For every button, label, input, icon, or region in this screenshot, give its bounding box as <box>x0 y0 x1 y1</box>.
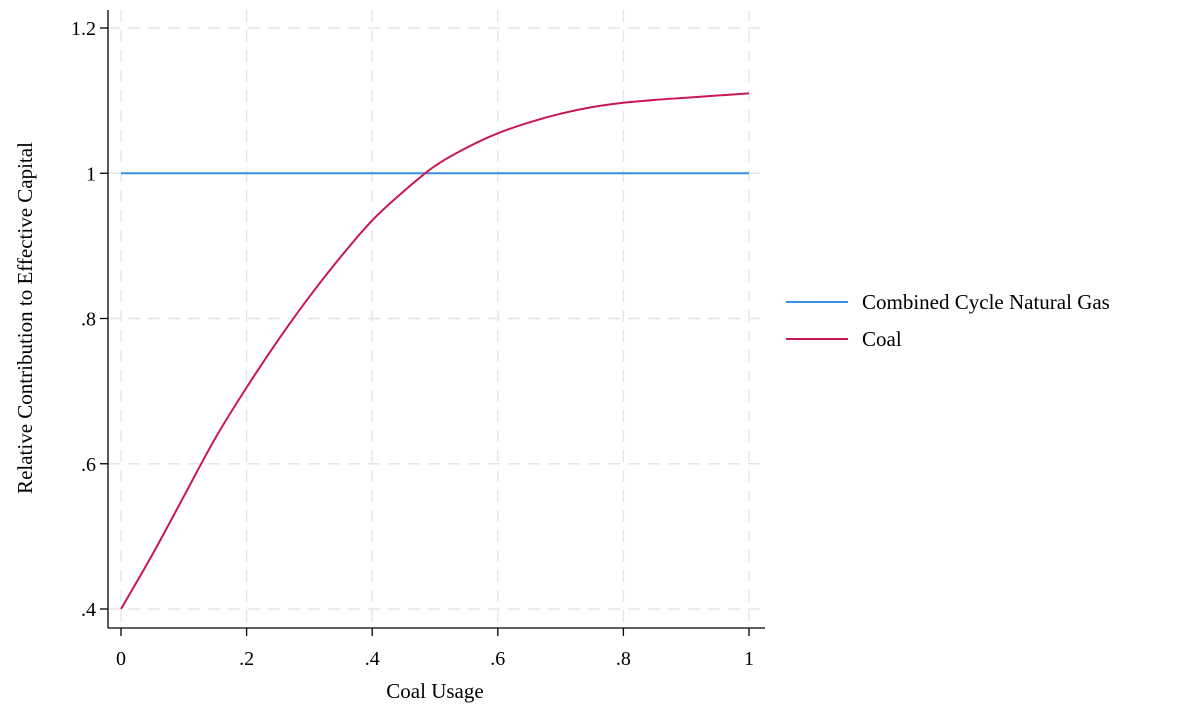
x-tick-label: .4 <box>365 648 380 670</box>
y-axis-label: Relative Contribution to Effective Capit… <box>13 142 37 494</box>
y-tick-label: 1.2 <box>71 18 96 40</box>
legend-label-combined-cycle-natural-gas: Combined Cycle Natural Gas <box>862 290 1110 314</box>
y-tick-label: .8 <box>81 309 96 331</box>
x-tick-label: 0 <box>116 648 126 670</box>
x-tick-label: 1 <box>744 648 754 670</box>
x-tick-label: .8 <box>616 648 631 670</box>
legend-label-coal: Coal <box>862 327 902 351</box>
tick-marks: 0 .2 .4 .6 .8 1 .4 .6 .8 1 1.2 <box>71 18 754 670</box>
x-axis-label: Coal Usage <box>386 679 483 703</box>
x-tick-label: .2 <box>239 648 254 670</box>
legend: Combined Cycle Natural Gas Coal <box>786 290 1110 351</box>
series-line-coal <box>120 92 750 610</box>
y-tick-label: .6 <box>81 454 96 476</box>
grid <box>108 10 765 628</box>
series-lines <box>120 92 750 610</box>
y-tick-label: .4 <box>81 599 96 621</box>
y-tick-label: 1 <box>86 163 96 185</box>
x-tick-label: .6 <box>490 648 505 670</box>
